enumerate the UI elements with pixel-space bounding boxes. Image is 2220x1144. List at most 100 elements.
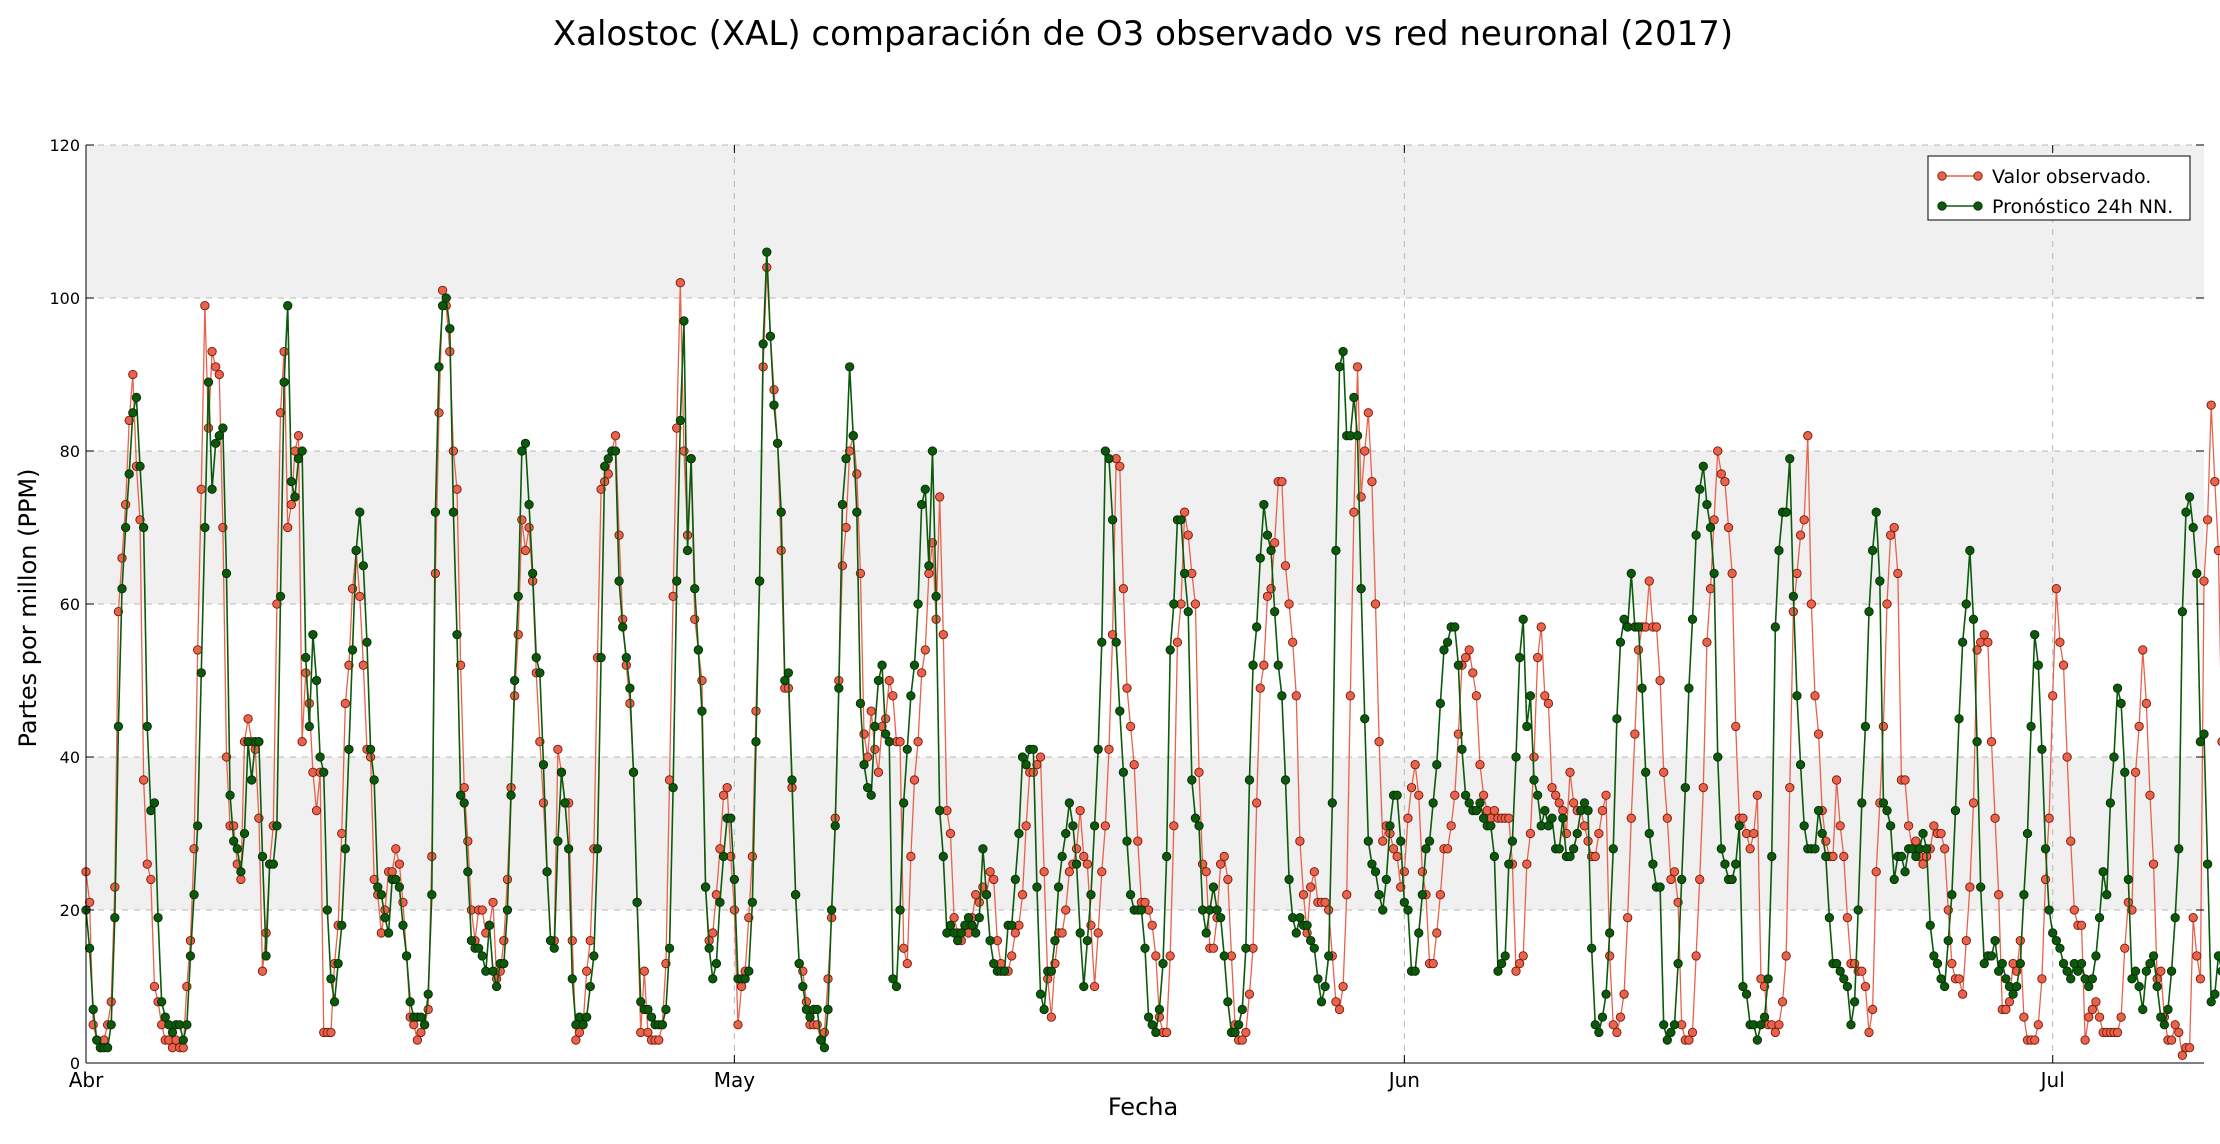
series-0-point-438: [1659, 767, 1669, 777]
series-0-point-177: [718, 790, 729, 800]
series-1-point-245: [963, 913, 974, 923]
series-1-point-205: [819, 1043, 830, 1053]
series-1-point-247: [971, 928, 981, 938]
series-1-point-579: [2166, 966, 2177, 976]
series-0-point-481: [1813, 729, 1824, 739]
series-0-point-428: [1623, 913, 1633, 923]
series-0-point-457: [1727, 568, 1737, 579]
series-0-point-32: [196, 484, 206, 494]
series-1-point-50: [261, 951, 271, 961]
series-1-point-150: [621, 652, 631, 663]
series-1-point-424: [1608, 844, 1618, 854]
series-1-point-280: [1089, 821, 1100, 831]
series-1-point-194: [780, 675, 790, 686]
series-1-point-35: [207, 484, 217, 494]
series-1-point-134: [564, 844, 574, 854]
series-1-point-17: [142, 721, 152, 732]
series-1-point-263: [1028, 744, 1038, 754]
series-0-point-588: [2199, 576, 2209, 586]
series-1-point-551: [2066, 974, 2076, 984]
series-0-point-478: [1803, 431, 1813, 441]
series-1-point-357: [1367, 859, 1377, 869]
series-1-point-341: [1309, 943, 1319, 953]
series-1-point-437: [1655, 882, 1665, 892]
series-1-point-553: [2073, 966, 2083, 976]
series-1-point-19: [149, 798, 160, 808]
series-0-point-476: [1795, 530, 1806, 540]
y-tick-label-0: 0: [70, 1054, 80, 1073]
series-1-point-439: [1662, 1035, 1672, 1045]
series-0-point-531: [1994, 890, 2004, 900]
series-1-point-179: [726, 813, 736, 823]
series-0-point-506: [1903, 821, 1914, 831]
series-1-point-374: [1428, 798, 1438, 808]
series-1-point-70: [333, 958, 343, 969]
series-1-point-477: [1799, 821, 1809, 831]
series-0-point-92: [412, 1035, 423, 1045]
series-0-point-31: [193, 645, 203, 655]
series-0-point-566: [2120, 943, 2130, 953]
series-0-point-163: [668, 591, 678, 601]
series-0-point-317: [1223, 874, 1233, 885]
series-1-point-504: [1896, 851, 1907, 862]
series-1-point-62: [304, 721, 314, 732]
series-1-point-475: [1792, 691, 1802, 701]
series-1-point-429: [1626, 568, 1636, 579]
series-1-point-544: [2040, 844, 2051, 854]
series-1-point-144: [600, 461, 610, 471]
series-0-point-513: [1929, 821, 1939, 831]
series-0-point-303: [1172, 637, 1183, 647]
series-1-point-586: [2192, 568, 2202, 579]
series-1-point-378: [1442, 637, 1453, 647]
series-0-point-576: [2156, 966, 2166, 976]
series-1-point-401: [1525, 691, 1536, 701]
series-1-point-278: [1082, 935, 1093, 946]
series-1-point-274: [1068, 821, 1078, 831]
series-1-point-588: [2199, 729, 2209, 739]
series-1-point-63: [308, 629, 318, 640]
series-1-point-323: [1244, 775, 1255, 785]
series-1-point-74: [347, 645, 358, 655]
axes: [85, 144, 2204, 1064]
series-1-point-400: [1522, 721, 1532, 732]
series-0-point-464: [1752, 790, 1763, 800]
series-0-point-399: [1518, 951, 1528, 961]
series-1-point-345: [1324, 951, 1334, 961]
series-1-point-76: [355, 507, 365, 517]
series-1-point-333: [1280, 775, 1291, 785]
series-1-point-173: [704, 943, 714, 953]
series-1-point-583: [2181, 507, 2191, 517]
series-1-point-581: [2174, 844, 2184, 854]
series-0-point-491: [1849, 958, 1860, 969]
series-1-point-358: [1370, 867, 1381, 877]
series-1-point-126: [535, 668, 545, 678]
legend-marker-b-1: [1973, 201, 1983, 211]
series-1-point-445: [1684, 683, 1694, 693]
series-1-point-328: [1262, 530, 1273, 540]
series-1-point-464: [1752, 1035, 1763, 1045]
series-0-point-347: [1331, 997, 1341, 1007]
series-1-point-336: [1291, 928, 1301, 938]
series-layer: [81, 247, 2220, 1061]
series-0-point-283: [1100, 821, 1111, 831]
series-1-point-268: [1046, 966, 1057, 976]
series-0-point-416: [1579, 821, 1590, 831]
series-0-point-294: [1140, 897, 1150, 907]
series-1-point-10: [117, 584, 127, 594]
series-1-point-208: [830, 821, 840, 831]
series-0-point-552: [2069, 905, 2079, 915]
series-0-point-11: [120, 499, 131, 510]
series-0-point-278: [1082, 859, 1093, 869]
series-0-point-237: [935, 492, 945, 502]
series-1-point-519: [1950, 805, 1961, 816]
series-0-point-205: [819, 1027, 830, 1038]
series-0-point-516: [1940, 844, 1950, 854]
series-1-point-66: [319, 767, 329, 777]
series-1-point-405: [1540, 805, 1550, 816]
series-1-point-332: [1277, 691, 1287, 701]
series-1-point-122: [520, 438, 531, 448]
series-1-point-87: [394, 882, 405, 892]
series-1-point-143: [596, 652, 606, 663]
series-0-point-571: [2138, 645, 2148, 655]
series-0-point-334: [1284, 599, 1294, 609]
